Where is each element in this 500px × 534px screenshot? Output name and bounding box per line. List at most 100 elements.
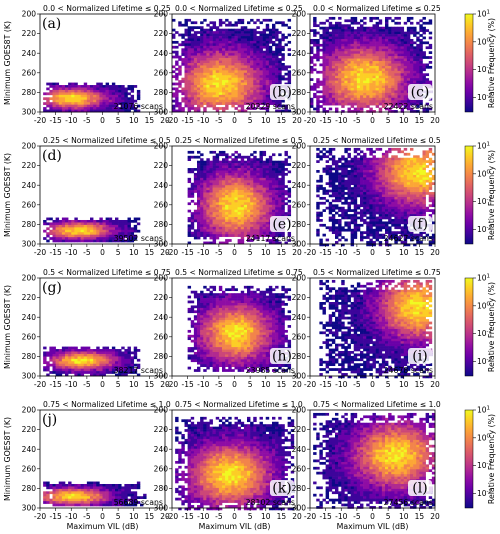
heatmap-cell xyxy=(344,83,348,86)
heatmap-cell xyxy=(102,85,106,88)
heatmap-cell xyxy=(90,234,94,238)
heatmap-cell xyxy=(234,50,238,54)
heatmap-cell xyxy=(83,224,88,228)
heatmap-cell xyxy=(74,237,78,240)
heatmap-cell xyxy=(375,48,380,52)
heatmap-cell xyxy=(356,182,361,186)
heatmap-cell xyxy=(262,75,267,78)
heatmap-cell xyxy=(265,75,270,78)
heatmap-cell xyxy=(369,160,373,163)
heatmap-cell xyxy=(187,150,192,154)
heatmap-cell xyxy=(268,239,273,242)
heatmap-cell xyxy=(105,92,110,96)
heatmap-cell xyxy=(363,26,367,30)
heatmap-cell xyxy=(243,190,248,193)
heatmap-cell xyxy=(74,232,78,235)
heatmap-cell xyxy=(400,206,405,210)
heatmap-cell xyxy=(234,199,238,203)
heatmap-cell xyxy=(124,94,128,98)
heatmap-cell xyxy=(55,232,60,235)
heatmap-cell xyxy=(388,95,392,99)
heatmap-cell xyxy=(256,45,260,49)
heatmap-cell xyxy=(428,51,433,54)
heatmap-cell xyxy=(256,92,260,96)
heatmap-cell xyxy=(228,207,232,210)
heatmap-cell xyxy=(403,92,408,96)
heatmap-cell xyxy=(243,89,248,93)
heatmap-cell xyxy=(231,50,235,54)
heatmap-cell xyxy=(200,209,204,213)
heatmap-cell xyxy=(206,77,210,81)
heatmap-cell xyxy=(265,239,270,242)
heatmap-cell xyxy=(372,48,376,52)
heatmap-cell xyxy=(275,185,279,188)
heatmap-cell xyxy=(83,222,88,226)
heatmap-cell xyxy=(385,107,389,111)
heatmap-cell xyxy=(391,201,395,205)
heatmap-cell xyxy=(256,212,260,215)
heatmap-cell xyxy=(203,36,207,39)
heatmap-cell xyxy=(356,21,361,25)
heatmap-cell xyxy=(350,199,355,203)
heatmap-cell xyxy=(225,43,229,47)
heatmap-cell xyxy=(265,65,270,69)
heatmap-cell xyxy=(256,221,260,225)
heatmap-cell xyxy=(247,75,251,78)
heatmap-cell xyxy=(284,168,288,171)
heatmap-cell xyxy=(130,102,135,105)
heatmap-cell xyxy=(328,38,333,42)
heatmap-cell xyxy=(118,102,122,105)
heatmap-cell xyxy=(394,157,398,161)
heatmap-cell xyxy=(394,174,398,178)
heatmap-cell xyxy=(259,80,263,83)
heatmap-cell xyxy=(93,232,97,235)
heatmap-cell xyxy=(341,48,345,52)
heatmap-cell xyxy=(287,26,292,29)
heatmap-cell xyxy=(372,206,376,210)
heatmap-cell xyxy=(90,219,94,223)
heatmap-cell xyxy=(422,29,426,32)
heatmap-cell xyxy=(225,89,229,93)
heatmap-cell xyxy=(225,241,229,245)
heatmap-cell xyxy=(356,189,361,193)
heatmap-cell xyxy=(397,21,401,25)
heatmap-cell xyxy=(49,97,53,101)
heatmap-cell xyxy=(203,63,207,66)
heatmap-cell xyxy=(130,219,135,223)
heatmap-cell xyxy=(335,110,339,113)
heatmap-cell xyxy=(344,150,348,154)
heatmap-cell xyxy=(218,75,223,78)
heatmap-cell xyxy=(231,182,235,186)
heatmap-cell xyxy=(265,192,270,196)
heatmap-cell xyxy=(215,195,220,198)
heatmap-cell xyxy=(394,160,398,163)
heatmap-cell xyxy=(61,89,66,93)
heatmap-cell xyxy=(58,237,63,240)
heatmap-cell xyxy=(225,80,229,83)
heatmap-cell xyxy=(259,226,263,230)
heatmap-cell xyxy=(413,53,417,57)
heatmap-cell xyxy=(222,160,226,164)
heatmap-cell xyxy=(328,157,333,161)
heatmap-cell xyxy=(193,80,198,83)
heatmap-cell xyxy=(256,102,260,105)
heatmap-cell xyxy=(344,201,348,205)
heatmap-cell xyxy=(259,163,263,166)
heatmap-cell xyxy=(419,38,423,42)
heatmap-cell xyxy=(388,48,392,52)
heatmap-cell xyxy=(281,99,285,103)
heatmap-cell xyxy=(410,199,414,203)
heatmap-cell xyxy=(240,67,245,71)
heatmap-cell xyxy=(375,58,380,62)
heatmap-cell xyxy=(228,231,232,235)
heatmap-cell xyxy=(366,179,370,183)
heatmap-cell xyxy=(335,194,339,198)
heatmap-cell xyxy=(268,28,273,32)
heatmap-cell xyxy=(108,234,113,238)
heatmap-cell xyxy=(347,189,351,193)
heatmap-cell xyxy=(410,177,414,181)
heatmap-cell xyxy=(347,70,351,74)
heatmap-cell xyxy=(265,43,270,47)
heatmap-cell xyxy=(403,31,408,35)
heatmap-cell xyxy=(322,87,326,91)
